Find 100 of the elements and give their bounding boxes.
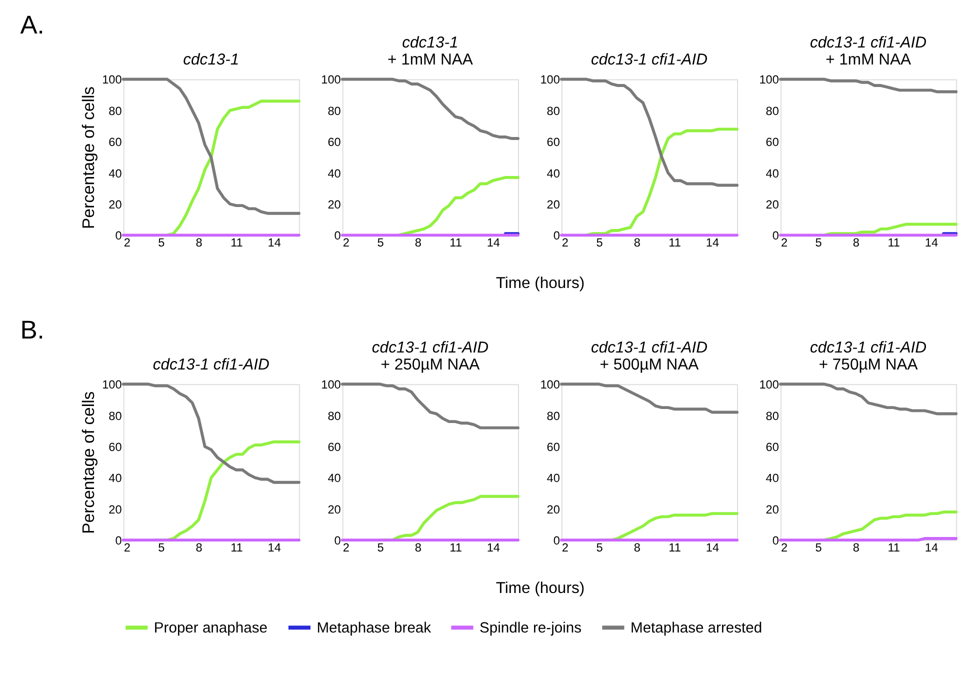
x-tick-label: 14	[924, 236, 938, 250]
chart-subtitle: + 1mM NAA	[387, 51, 474, 68]
chart-subtitle: + 500µM NAA	[600, 356, 700, 374]
x-tick-label: 11	[888, 540, 900, 554]
x-tick-label: 8	[196, 236, 203, 250]
chart-title: cdc13-1 cfi1-AID	[590, 340, 708, 357]
y-tick-label: 60	[546, 135, 560, 150]
x-tick-label: 2	[562, 540, 569, 554]
x-tick-label: 8	[196, 540, 203, 554]
x-tick-label: 8	[852, 236, 860, 250]
y-tick-label: 40	[766, 471, 780, 486]
text: A.	[20, 11, 44, 40]
y-tick-label: 60	[766, 135, 780, 150]
x-tick-label: 5	[596, 540, 604, 554]
x-tick-label: 2	[342, 236, 350, 250]
chart-title: cdc13-1 cfi1-AID	[810, 340, 927, 357]
y-tick-label: 60	[766, 440, 780, 454]
y-tick-label: 80	[766, 104, 780, 118]
x-tick-label: 14	[706, 540, 720, 554]
y-tick-label: 20	[108, 502, 122, 516]
y-tick-label: 20	[328, 197, 342, 212]
y-tick-label: 0	[115, 534, 122, 548]
x-tick-label: 14	[706, 236, 720, 250]
y-tick-label: 0	[553, 228, 560, 243]
chart-title: cdc13-1	[402, 34, 458, 52]
y-tick-label: 40	[328, 166, 342, 180]
y-tick-label: 60	[108, 135, 122, 150]
x-tick-label: 11	[888, 236, 900, 250]
y-tick-label: 80	[108, 408, 122, 423]
x-tick-label: 11	[230, 236, 243, 250]
y-tick-label: 60	[108, 440, 122, 454]
y-tick-label: 20	[766, 197, 780, 212]
x-tick-label: 2	[780, 540, 788, 554]
x-tick-label: 2	[562, 236, 569, 250]
y-tick-label: 40	[546, 166, 560, 180]
y-tick-label: 40	[766, 166, 780, 180]
y-tick-label: 0	[553, 534, 560, 548]
y-tick-label: 0	[334, 534, 342, 548]
x-tick-label: 8	[414, 236, 422, 250]
legend-label: Proper anaphase	[154, 620, 268, 637]
x-tick-label: 2	[124, 236, 130, 250]
y-tick-label: 40	[108, 166, 122, 180]
x-tick-label: 8	[634, 236, 641, 250]
y-tick-label: 80	[328, 104, 342, 118]
text: B.	[20, 316, 44, 344]
x-tick-label: 14	[268, 540, 282, 554]
x-tick-label: 5	[158, 540, 166, 554]
chart-subtitle: + 1mM NAA	[826, 51, 912, 68]
y-tick-label: 20	[766, 502, 780, 516]
y-tick-label: 0	[334, 228, 342, 243]
x-tick-label: 5	[815, 236, 822, 250]
y-axis-title: Percentage of cells	[79, 86, 98, 230]
y-tick-label: 20	[328, 502, 342, 516]
x-tick-label: 2	[342, 540, 350, 554]
y-tick-label: 100	[102, 378, 122, 392]
x-tick-label: 11	[450, 236, 462, 250]
y-tick-label: 80	[546, 408, 560, 423]
x-tick-label: 14	[924, 540, 938, 554]
y-tick-label: 40	[546, 471, 560, 486]
x-tick-label: 11	[230, 540, 243, 554]
y-tick-label: 20	[108, 197, 122, 212]
x-tick-label: 2	[124, 540, 130, 554]
y-tick-label: 100	[102, 72, 122, 87]
y-tick-label: 60	[546, 440, 560, 454]
chart-subtitle: + 750µM NAA	[818, 356, 918, 374]
y-tick-label: 60	[328, 135, 342, 150]
y-tick-label: 100	[759, 72, 780, 87]
y-tick-label: 80	[766, 408, 780, 423]
y-tick-label: 100	[540, 378, 560, 392]
x-tick-label: 2	[780, 236, 788, 250]
x-tick-label: 8	[852, 540, 860, 554]
legend-label: Metaphase break	[316, 620, 432, 637]
chart-title: cdc13-1 cfi1-AID	[372, 340, 488, 357]
x-tick-label: 14	[486, 236, 500, 250]
x-axis-title: Time (hours)	[496, 580, 585, 597]
y-tick-label: 20	[546, 502, 560, 516]
y-tick-label: 100	[540, 72, 560, 87]
x-axis-title: Time (hours)	[496, 274, 585, 292]
x-tick-label: 11	[450, 540, 462, 554]
y-tick-label: 0	[772, 228, 780, 243]
legend-label: Spindle re-joins	[480, 620, 582, 637]
y-tick-label: 60	[328, 440, 342, 454]
chart-title: cdc13-1	[183, 51, 240, 68]
chart-title: cdc13-1 cfi1-AID	[810, 34, 927, 52]
y-tick-label: 80	[546, 104, 560, 118]
chart-subtitle: + 250µM NAA	[380, 356, 480, 374]
legend-label: Metaphase arrested	[630, 620, 762, 637]
x-tick-label: 5	[377, 236, 384, 250]
y-tick-label: 100	[321, 378, 342, 392]
y-tick-label: 0	[772, 534, 780, 548]
x-tick-label: 8	[414, 540, 422, 554]
y-tick-label: 0	[115, 228, 122, 243]
x-tick-label: 11	[668, 236, 681, 250]
x-tick-label: 5	[815, 540, 822, 554]
x-tick-label: 8	[634, 540, 641, 554]
x-tick-label: 5	[158, 236, 166, 250]
x-tick-label: 11	[668, 540, 681, 554]
y-tick-label: 40	[328, 471, 342, 486]
y-tick-label: 100	[759, 378, 780, 392]
x-tick-label: 14	[486, 540, 500, 554]
